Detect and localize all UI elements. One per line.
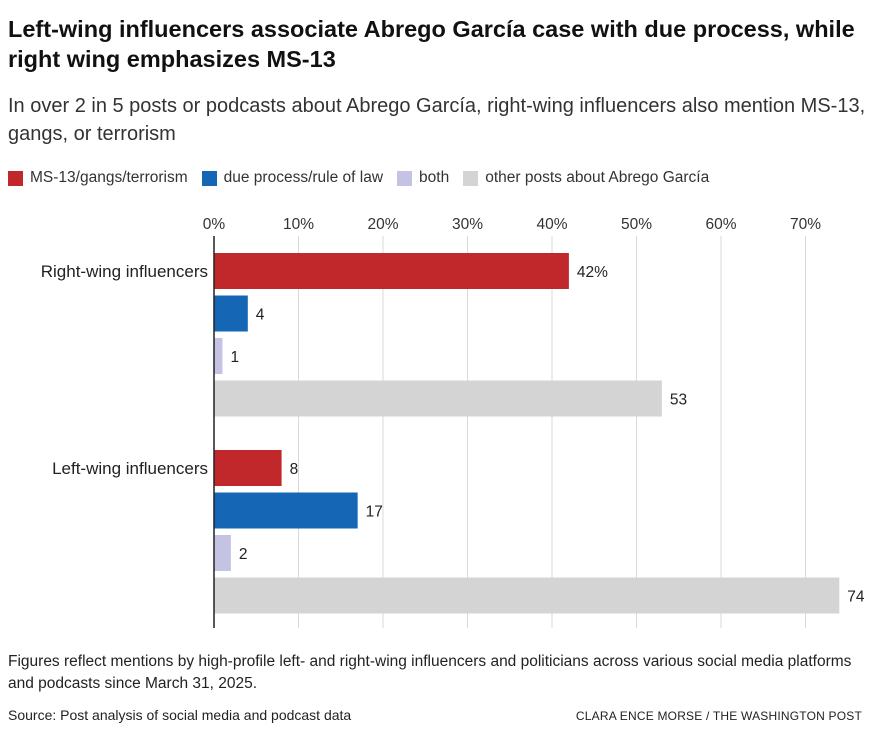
legend-swatch-due-process [201,170,217,186]
data-label: 1 [230,349,239,366]
legend-label-due-process: due process/rule of law [223,169,384,186]
legend-swatch-other [463,170,479,186]
legend-item-other: other posts about Abrego García [463,169,709,187]
x-tick-label: 60% [705,216,736,233]
bar [214,492,358,529]
category-label: Left-wing influencers [52,459,208,478]
legend-swatch-ms13 [8,170,23,186]
x-tick-label: 10% [283,216,314,233]
x-tick-label: 40% [536,216,567,233]
legend: MS-13/gangs/terrorism due process/rule o… [8,167,723,189]
credit-line: CLARA ENCE MORSE / THE WASHINGTON POST [575,709,862,723]
bar [214,450,282,486]
bar [214,253,569,289]
legend-label-both: both [419,169,450,186]
source-line: Source: Post analysis of social media an… [8,707,352,723]
data-label: 42% [577,264,608,281]
chart-subtitle: In over 2 in 5 posts or podcasts about A… [8,95,866,145]
category-label: Right-wing influencers [41,262,208,281]
data-label: 4 [256,307,265,324]
legend-label-ms13: MS-13/gangs/terrorism [30,169,188,186]
bar [214,338,223,374]
data-label: 8 [290,461,299,478]
legend-swatch-both [397,170,413,186]
data-label: 17 [366,504,383,521]
bar-chart: 0% 10% 20% 30% 40% 50% 60% 70% Right-wing influe… [41,216,865,628]
legend-item-both: both [397,169,449,187]
chart-title: Left-wing influencers associate Abrego G… [8,16,855,72]
data-label: 2 [239,546,248,563]
legend-item-due-process: due process/rule of law [201,169,384,187]
legend-item-ms13: MS-13/gangs/terrorism [8,169,188,187]
data-label: 74 [847,589,865,606]
bar [214,535,231,571]
x-tick-label: 0% [203,216,226,233]
bar [214,380,662,417]
x-tick-label: 20% [367,216,398,233]
footnote: Figures reflect mentions by high-profile… [8,653,852,692]
x-tick-label: 50% [621,216,652,233]
bar [214,295,248,332]
data-label: 53 [670,392,687,409]
x-tick-label: 30% [452,216,483,233]
x-tick-label: 70% [790,216,821,233]
bar [214,577,840,614]
legend-label-other: other posts about Abrego García [485,169,710,186]
